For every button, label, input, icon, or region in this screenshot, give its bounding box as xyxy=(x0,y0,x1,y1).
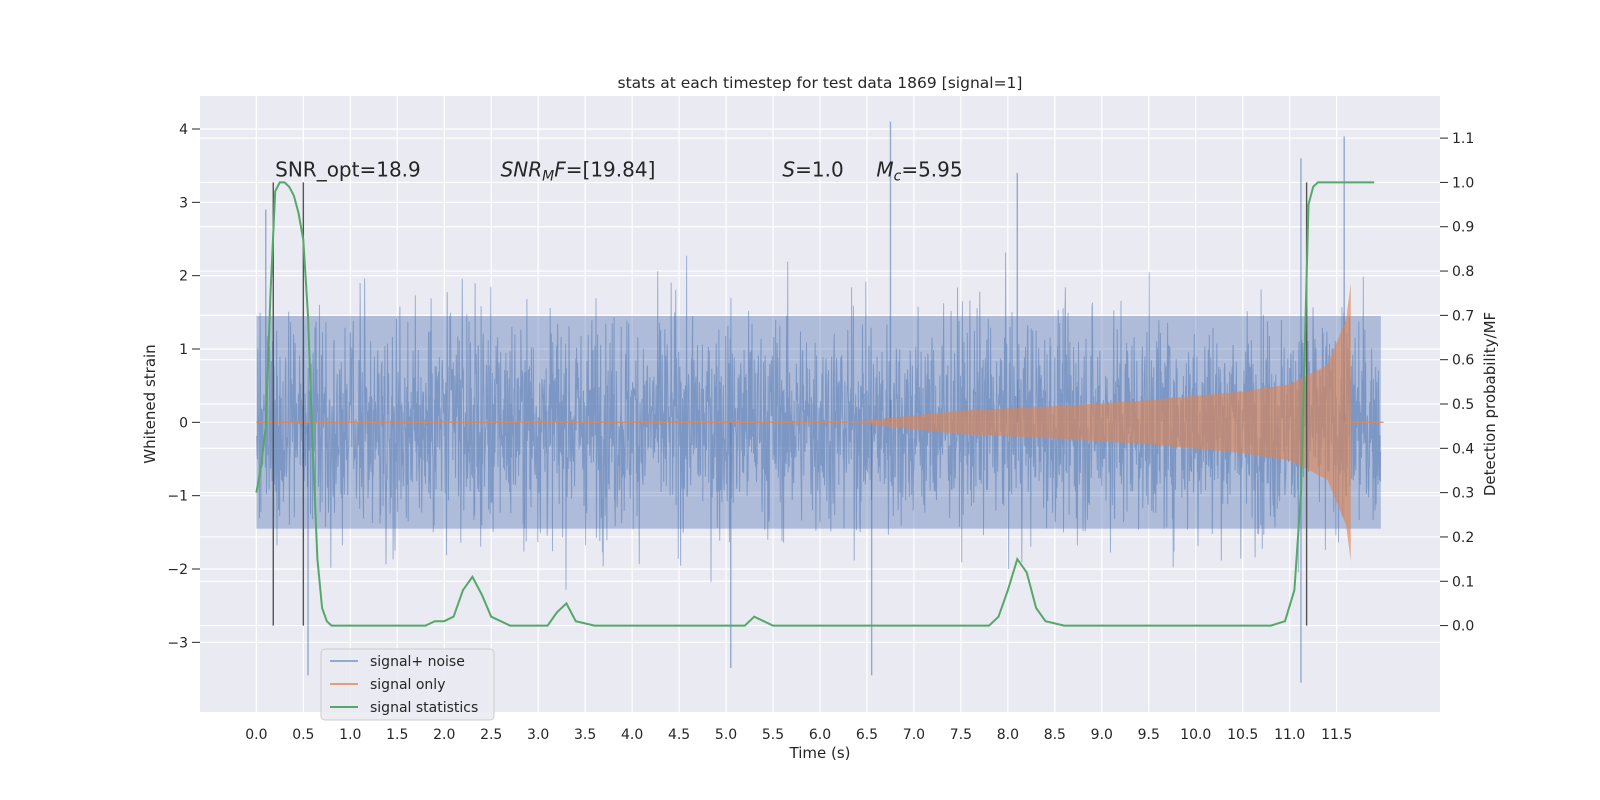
annotation-snr-opt: SNR_opt=18.9 xyxy=(275,158,421,182)
signal-only-series xyxy=(256,283,1384,595)
x-tick-label: 7.0 xyxy=(903,727,925,743)
signal-chirp-envelope xyxy=(848,283,1351,595)
y-tick-label: 1 xyxy=(179,342,188,358)
y-tick-label: −1 xyxy=(167,489,188,505)
x-tick-label: 10.5 xyxy=(1227,727,1258,743)
y-right-tick-label: 0.1 xyxy=(1452,574,1474,590)
y-right-tick-label: 0.6 xyxy=(1452,353,1474,369)
y-right-tick-label: 1.0 xyxy=(1452,175,1474,191)
axes: 0.0 0.5 1.0 1.5 2.0 2.5 3.0 3.5 4.0 4.5 5.0 5.5 6.0 6… xyxy=(167,122,1474,743)
annotations: SNR_opt=18.9 SNRMF=[19.84] S=1.0 Mc=5.95 xyxy=(275,158,962,185)
legend-label-noise: signal+ noise xyxy=(370,654,465,670)
y-right-tick-label: 0.3 xyxy=(1452,486,1474,502)
x-tick-label: 5.5 xyxy=(762,727,784,743)
legend-box xyxy=(320,648,495,721)
chart-title: stats at each timestep for test data 186… xyxy=(618,74,1023,92)
x-tick-label: 0.5 xyxy=(292,727,314,743)
x-tick-label: 4.5 xyxy=(668,727,690,743)
signal-statistics-series xyxy=(255,181,1375,627)
y-right-tick-label: 1.1 xyxy=(1452,131,1474,147)
x-tick-label: 9.0 xyxy=(1091,727,1113,743)
x-tick-label: 3.5 xyxy=(574,727,596,743)
y-tick-label: 4 xyxy=(179,122,188,138)
x-tick-label: 2.0 xyxy=(433,727,455,743)
annotation-s: S=1.0 xyxy=(782,158,843,182)
legend-label-signal: signal only xyxy=(370,677,445,693)
y-right-tick-label: 0.2 xyxy=(1452,530,1474,546)
x-tick-label: 9.5 xyxy=(1138,727,1160,743)
y-right-tick-label: 0.0 xyxy=(1452,619,1474,635)
y-axis-label: Whitened strain xyxy=(141,344,159,463)
y-tick-label: 2 xyxy=(179,269,188,285)
y-right-tick-label: 0.4 xyxy=(1452,441,1474,457)
y-tick-label: 3 xyxy=(179,195,188,211)
legend: signal+ noise signal only signal statist… xyxy=(320,648,495,721)
y-tick-label: 0 xyxy=(179,415,188,431)
x-axis-label: Time (s) xyxy=(789,744,851,762)
x-tick-label: 2.5 xyxy=(480,727,502,743)
x-tick-label: 3.0 xyxy=(527,727,549,743)
legend-label-stats: signal statistics xyxy=(370,700,478,716)
x-tick-label: 6.5 xyxy=(856,727,878,743)
y-right-tick-label: 0.7 xyxy=(1452,308,1474,324)
x-tick-label: 11.5 xyxy=(1321,727,1352,743)
annotation-snr-mf: SNRMF=[19.84] xyxy=(501,158,656,185)
x-tick-label: 1.5 xyxy=(386,727,408,743)
x-tick-label: 0.0 xyxy=(245,727,267,743)
x-tick-label: 10.0 xyxy=(1180,727,1211,743)
x-tick-label: 8.5 xyxy=(1044,727,1066,743)
x-tick-label: 6.0 xyxy=(809,727,831,743)
x-tick-label: 11.0 xyxy=(1274,727,1305,743)
x-tick-label: 1.0 xyxy=(339,727,361,743)
y-tick-label: −3 xyxy=(167,635,188,651)
x-tick-label: 4.0 xyxy=(621,727,643,743)
y-right-axis-label: Detection probability/MF xyxy=(1481,312,1499,496)
x-tick-label: 8.0 xyxy=(997,727,1019,743)
y-right-tick-label: 0.9 xyxy=(1452,220,1474,236)
y-tick-label: −2 xyxy=(167,562,188,578)
annotation-mc: Mc=5.95 xyxy=(876,158,962,185)
x-tick-label: 7.5 xyxy=(950,727,972,743)
stats-line xyxy=(255,181,1375,627)
x-tick-label: 5.0 xyxy=(715,727,737,743)
y-right-tick-label: 0.8 xyxy=(1452,264,1474,280)
y-right-tick-label: 0.5 xyxy=(1452,397,1474,413)
